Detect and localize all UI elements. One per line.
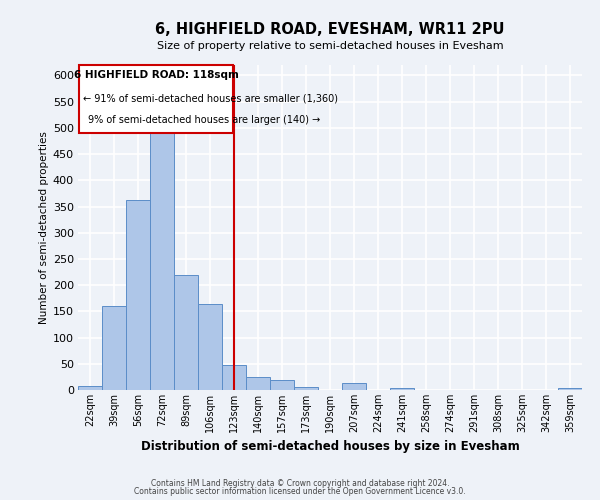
Bar bbox=[126, 200, 150, 390]
X-axis label: Distribution of semi-detached houses by size in Evesham: Distribution of semi-detached houses by … bbox=[140, 440, 520, 454]
Bar bbox=[174, 274, 198, 390]
Text: ← 91% of semi-detached houses are smaller (1,360): ← 91% of semi-detached houses are smalle… bbox=[83, 94, 338, 104]
Bar bbox=[270, 380, 294, 390]
Bar bbox=[222, 365, 246, 390]
Text: Contains public sector information licensed under the Open Government Licence v3: Contains public sector information licen… bbox=[134, 487, 466, 496]
Bar bbox=[150, 133, 174, 390]
Bar bbox=[294, 387, 318, 390]
Text: 9% of semi-detached houses are larger (140) →: 9% of semi-detached houses are larger (1… bbox=[88, 114, 320, 124]
Bar bbox=[558, 388, 582, 390]
Bar bbox=[78, 386, 102, 390]
Bar bbox=[390, 388, 414, 390]
Bar bbox=[342, 382, 366, 390]
Y-axis label: Number of semi-detached properties: Number of semi-detached properties bbox=[38, 131, 49, 324]
Bar bbox=[198, 304, 222, 390]
Text: Size of property relative to semi-detached houses in Evesham: Size of property relative to semi-detach… bbox=[157, 41, 503, 51]
Text: Contains HM Land Registry data © Crown copyright and database right 2024.: Contains HM Land Registry data © Crown c… bbox=[151, 478, 449, 488]
Text: 6, HIGHFIELD ROAD, EVESHAM, WR11 2PU: 6, HIGHFIELD ROAD, EVESHAM, WR11 2PU bbox=[155, 22, 505, 38]
Bar bbox=[102, 306, 126, 390]
Bar bbox=[246, 378, 270, 390]
Bar bbox=[79, 65, 233, 133]
Text: 6 HIGHFIELD ROAD: 118sqm: 6 HIGHFIELD ROAD: 118sqm bbox=[74, 70, 238, 81]
